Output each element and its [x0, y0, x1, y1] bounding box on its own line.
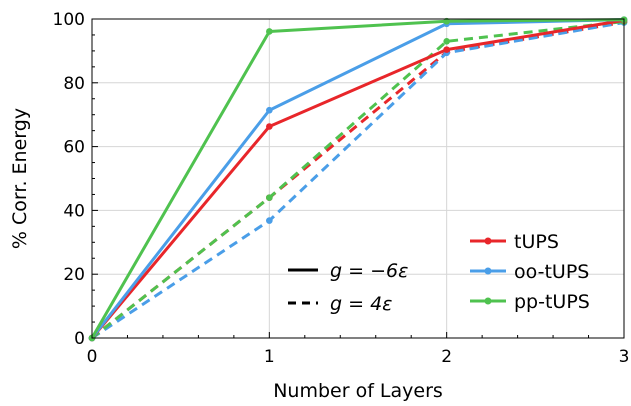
style-legend-dashed-label: g = 4ε [330, 293, 392, 315]
legend-label: pp-tUPS [514, 291, 590, 313]
legend-marker-oo-tUPS [484, 267, 492, 275]
y-tick-label: 40 [63, 201, 85, 221]
y-tick-label: 100 [53, 10, 85, 30]
x-tick-label: 1 [264, 347, 275, 367]
series-legend: tUPS oo-tUPS pp-tUPS [470, 231, 590, 313]
y-tick-label: 60 [63, 138, 85, 158]
data-point-tUPS [443, 46, 450, 53]
style-legend-solid-label: g = −6ε [330, 260, 408, 282]
y-tick-label: 80 [63, 74, 85, 94]
series-layer [88, 16, 628, 342]
y-tick-label: 0 [74, 329, 85, 349]
series-line-pp-tUPS-solid [90, 18, 625, 339]
legend-label: oo-tUPS [514, 261, 589, 283]
data-point-pp-tUPS [443, 38, 450, 45]
legend-marker-tUPS [484, 237, 492, 245]
data-point-pp-tUPS [266, 28, 273, 35]
data-point-pp-tUPS [443, 17, 450, 25]
x-axis-label: Number of Layers [273, 380, 443, 402]
axis-ticks: 0 1 2 3 0 20 40 60 80 100 [53, 10, 630, 367]
legend-label: tUPS [514, 231, 559, 253]
data-point-oo-tUPS [266, 217, 273, 224]
x-tick-label: 3 [619, 347, 630, 367]
legend-marker-pp-tUPS [484, 297, 492, 305]
y-axis-label: % Corr. Energy [9, 108, 31, 249]
data-point-tUPS [266, 123, 273, 130]
y-tick-label: 20 [63, 265, 85, 285]
line-style-legend: g = −6ε g = 4ε [288, 260, 408, 315]
series-line-tUPS-solid [90, 18, 625, 339]
data-point-pp-tUPS [266, 194, 273, 201]
x-tick-label: 0 [87, 347, 98, 367]
data-point-oo-tUPS [266, 106, 273, 114]
x-tick-label: 2 [441, 347, 452, 367]
series-line-pp-tUPS-dashed [91, 20, 625, 340]
series-line-oo-tUPS-dashed [91, 21, 625, 340]
